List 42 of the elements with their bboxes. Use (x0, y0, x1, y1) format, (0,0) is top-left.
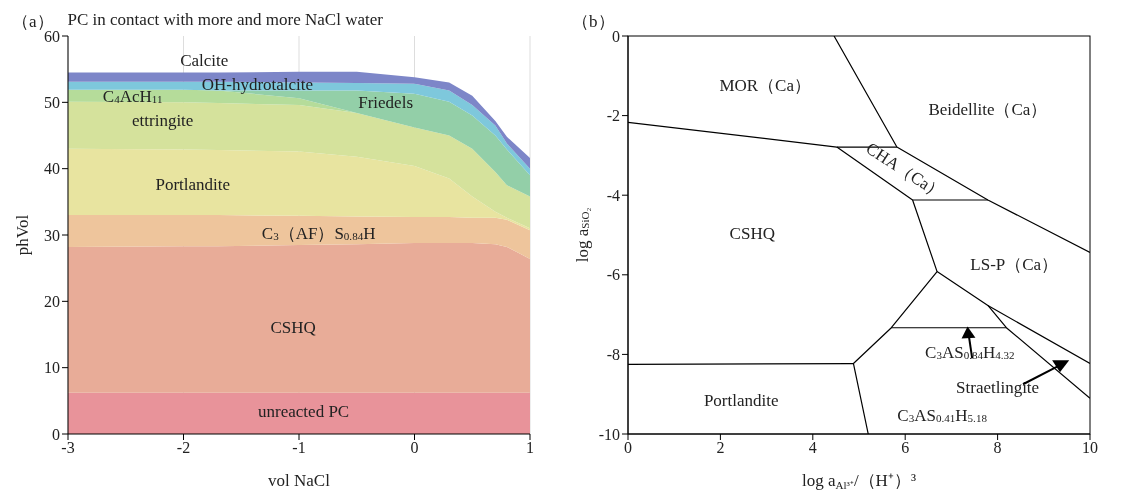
y-tick-label: -10 (598, 425, 620, 443)
y-tick-label: 30 (44, 226, 60, 244)
annotation: MOR（Ca） (719, 75, 812, 95)
x-tick-label: -1 (292, 439, 306, 457)
annotation: Portlandite (703, 391, 779, 411)
annotation: CSHQ (729, 223, 775, 243)
x-tick-label: -3 (61, 439, 75, 457)
annotation: Straetlingite (956, 377, 1040, 397)
annotation: Beidellite（Ca） (928, 100, 1048, 120)
y-tick-label: 40 (44, 160, 60, 178)
y-tick-label: 0 (612, 27, 620, 45)
x-tick-label: 1 (526, 439, 534, 457)
x-tick-label: 0 (410, 439, 419, 457)
y-tick-label: 50 (44, 94, 60, 112)
y-tick-label: -6 (606, 266, 620, 284)
series-label: Friedels (358, 93, 414, 113)
y-tick-label: -2 (606, 107, 620, 125)
chart-title: PC in contact with more and more NaCl water (67, 10, 383, 29)
series-label: unreacted PC (258, 401, 350, 421)
annotation: CHA（Ca） (862, 138, 948, 203)
x-axis-title: vol NaCl (268, 471, 331, 490)
x-tick-label: 2 (716, 439, 725, 457)
y-tick-label: -4 (606, 186, 620, 204)
y-tick-label: 20 (44, 293, 60, 311)
series-label: OH-hydrotalcite (201, 74, 314, 94)
text: （b） (572, 12, 615, 31)
series-label: Portlandite (155, 174, 231, 194)
x-tick-label: 10 (1082, 439, 1098, 457)
x-tick-label: 6 (901, 439, 910, 457)
x-tick-label: 4 (808, 439, 817, 457)
series-label: ettringite (132, 111, 194, 131)
x-tick-label: 8 (993, 439, 1002, 457)
y-tick-label: 10 (44, 359, 60, 377)
x-axis-title: log a$_{Al³⁺}$/（H⁺）³ (802, 471, 916, 491)
y-tick-label: -8 (606, 346, 620, 364)
annotation: LS-P（Ca） (970, 255, 1059, 275)
x-tick-label: 0 (624, 439, 632, 457)
series-label: Calcite (180, 50, 229, 70)
y-tick-label: 0 (52, 425, 60, 443)
series-label: CSHQ (270, 317, 316, 337)
x-tick-label: -2 (176, 439, 191, 457)
y-axis-title: phVol (12, 214, 32, 256)
